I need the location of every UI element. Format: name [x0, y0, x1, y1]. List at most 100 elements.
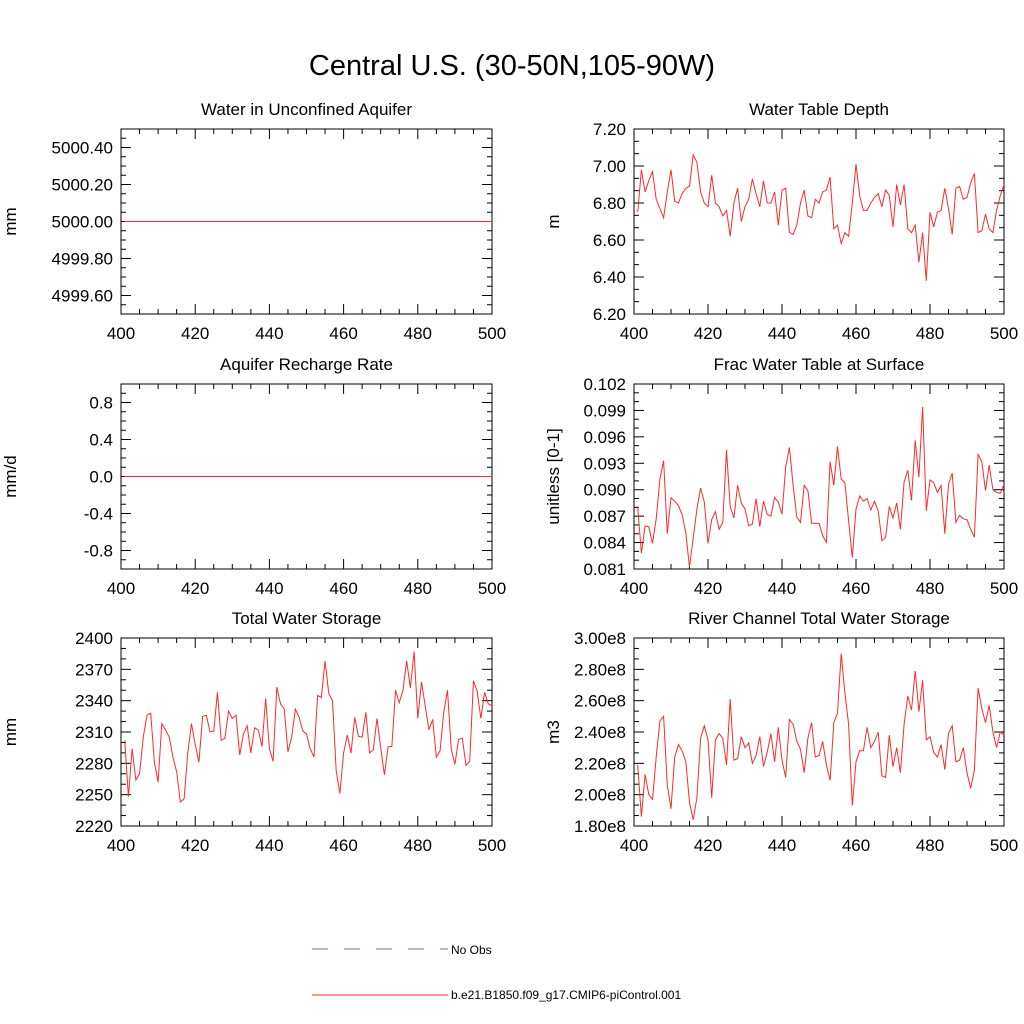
plot-frame	[633, 383, 1005, 570]
y-axis-label: m	[544, 214, 563, 228]
y-tick-label: 0.099	[583, 401, 626, 420]
y-tick-label: 7.20	[593, 120, 626, 139]
y-tick-label: 5000.00	[52, 213, 113, 232]
x-tick-label: 500	[990, 324, 1018, 343]
series-line	[124, 651, 493, 803]
x-tick-label: 480	[916, 324, 944, 343]
x-tick-label: 420	[694, 324, 722, 343]
x-tick-label: 420	[181, 836, 209, 855]
x-tick-label: 400	[620, 324, 648, 343]
x-tick-label: 480	[404, 324, 432, 343]
x-tick-label: 460	[842, 579, 870, 598]
x-tick-label: 420	[694, 579, 722, 598]
x-tick-label: 400	[620, 579, 648, 598]
panel-title: Water Table Depth	[749, 100, 889, 119]
y-tick-label: 2.60e8	[574, 692, 626, 711]
y-tick-label: 2.80e8	[574, 660, 626, 679]
x-tick-label: 440	[768, 579, 796, 598]
x-tick-label: 440	[768, 324, 796, 343]
y-tick-label: -0.8	[84, 542, 113, 561]
y-axis-label: mm/d	[1, 455, 20, 498]
x-tick-label: 480	[916, 836, 944, 855]
panel-river-channel-total-water-storage: River Channel Total Water Storage m3 400 42…	[544, 609, 1018, 855]
x-tick-label: 500	[478, 324, 506, 343]
y-tick-label: 7.00	[593, 157, 626, 176]
series-line	[637, 406, 1005, 568]
panel-title: Total Water Storage	[232, 609, 382, 628]
y-tick-label: 0.090	[583, 481, 626, 500]
series-line	[637, 653, 1005, 820]
x-tick-label: 460	[842, 324, 870, 343]
y-tick-label: 0.084	[583, 534, 626, 553]
y-tick-label: 5000.20	[52, 176, 113, 195]
y-tick-label: 2400	[75, 629, 113, 648]
x-tick-label: 460	[842, 836, 870, 855]
y-tick-label: 2250	[75, 786, 113, 805]
x-tick-label: 500	[478, 836, 506, 855]
y-tick-label: 2340	[75, 692, 113, 711]
legend-label-no-obs: No Obs	[451, 943, 492, 957]
y-tick-label: -0.4	[84, 505, 113, 524]
panel-water-in-unconfined-aquifer: Water in Unconfined Aquifer mm 400 420 440 46…	[1, 100, 506, 343]
y-axis-label: unitless [0-1]	[544, 428, 563, 524]
y-tick-label: 6.80	[593, 194, 626, 213]
x-tick-label: 500	[990, 579, 1018, 598]
y-tick-label: 6.60	[593, 231, 626, 250]
y-tick-label: 0.0	[89, 468, 113, 487]
y-tick-label: 2.20e8	[574, 754, 626, 773]
y-axis-label: mm	[1, 207, 20, 235]
panel-title: Frac Water Table at Surface	[714, 355, 925, 374]
x-tick-label: 460	[329, 836, 357, 855]
y-tick-label: 0.8	[89, 394, 113, 413]
panel-title: River Channel Total Water Storage	[688, 609, 950, 628]
x-tick-label: 440	[768, 836, 796, 855]
y-tick-label: 0.102	[583, 375, 626, 394]
x-tick-label: 480	[404, 836, 432, 855]
legend-label-model: b.e21.B1850.f09_g17.CMIP6-piControl.001	[451, 988, 681, 1002]
plot-frame	[633, 128, 1005, 315]
y-tick-label: 2310	[75, 723, 113, 742]
x-tick-label: 400	[620, 836, 648, 855]
x-tick-label: 480	[404, 579, 432, 598]
x-tick-label: 480	[916, 579, 944, 598]
x-tick-label: 500	[478, 579, 506, 598]
y-tick-label: 0.081	[583, 560, 626, 579]
y-tick-label: 5000.40	[52, 139, 113, 158]
x-tick-label: 460	[329, 324, 357, 343]
panel-frac-water-table-at-surface: Frac Water Table at Surface unitless [0-1…	[544, 355, 1018, 598]
panel-aquifer-recharge-rate: Aquifer Recharge Rate mm/d 400 420 440 460 480…	[1, 355, 506, 598]
x-tick-label: 420	[694, 836, 722, 855]
y-tick-label: 4999.60	[52, 287, 113, 306]
y-axis-label: mm	[1, 718, 20, 746]
main-title: Central U.S. (30-50N,105-90W)	[308, 50, 716, 82]
y-tick-label: 0.087	[583, 507, 626, 526]
x-tick-label: 420	[181, 579, 209, 598]
x-tick-label: 440	[255, 324, 283, 343]
y-tick-label: 4999.80	[52, 250, 113, 269]
y-tick-label: 0.093	[583, 454, 626, 473]
series-line	[637, 153, 1005, 281]
y-tick-label: 2370	[75, 660, 113, 679]
panel-total-water-storage: Total Water Storage mm 400 420 440 460 480 500 2…	[1, 609, 506, 855]
y-tick-label: 2280	[75, 754, 113, 773]
y-tick-label: 3.00e8	[574, 629, 626, 648]
y-tick-label: 6.20	[593, 305, 626, 324]
x-tick-label: 400	[107, 324, 135, 343]
y-tick-label: 2.40e8	[574, 723, 626, 742]
y-axis-label: m3	[544, 720, 563, 744]
legend: No Obs b.e21.B1850.f09_g17.CMIP6-piContr…	[312, 943, 681, 1002]
x-tick-label: 400	[107, 836, 135, 855]
x-tick-label: 500	[990, 836, 1018, 855]
y-tick-label: 1.80e8	[574, 817, 626, 836]
panel-water-table-depth: Water Table Depth m 400 420 440 460 480 500 6.20…	[544, 100, 1018, 343]
x-tick-label: 460	[329, 579, 357, 598]
y-tick-label: 0.4	[89, 431, 113, 450]
y-tick-label: 2.00e8	[574, 786, 626, 805]
panel-title: Water in Unconfined Aquifer	[201, 100, 412, 119]
x-tick-label: 440	[255, 579, 283, 598]
plot-frame	[120, 637, 493, 827]
y-tick-label: 6.40	[593, 268, 626, 287]
x-tick-label: 420	[181, 324, 209, 343]
y-tick-label: 2220	[75, 817, 113, 836]
